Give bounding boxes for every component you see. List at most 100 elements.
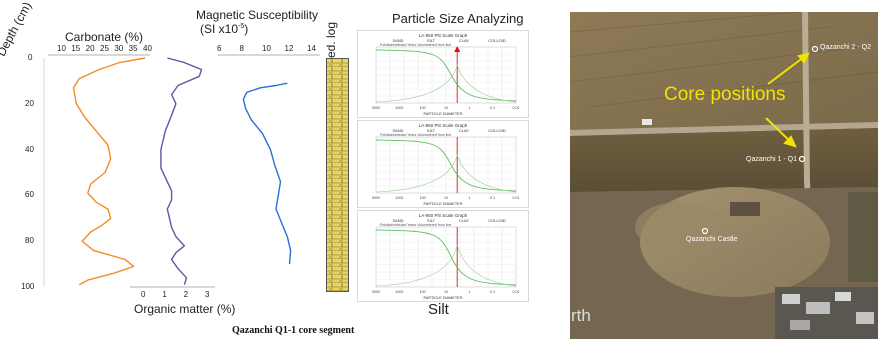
psd-x-tick: 0.01: [513, 196, 520, 200]
carbonate-tick-label: 30: [114, 44, 124, 53]
carbonate-tick-label: 40: [143, 44, 152, 53]
q1-marker: [798, 155, 806, 163]
organic-matter-tick-label: 0: [141, 290, 146, 299]
psd-x-tick: 100: [420, 290, 426, 294]
psd-series-label: Polidisdistributed Years Volumetered fro…: [380, 133, 451, 137]
psd-x-tick: 5000: [372, 290, 380, 294]
psd-class-label: SAND: [392, 218, 403, 223]
psd-x-tick: 5000: [372, 106, 380, 110]
psd-class-label: COLLOID: [488, 218, 506, 223]
psd-x-tick: 0.1: [490, 106, 495, 110]
psd-x-tick: 1: [468, 290, 470, 294]
psa-title: Particle Size Analyzing: [392, 11, 524, 26]
psd-x-tick: 1000: [395, 196, 403, 200]
psd-x-tick: 100: [420, 106, 426, 110]
psd-x-tick: 0.01: [513, 106, 520, 110]
ms-units-text: (SI x10: [200, 22, 239, 36]
q1-label: Qazanchi 1 - Q1: [746, 156, 797, 163]
psd-x-tick: 0.01: [513, 290, 520, 294]
psd-class-label: CLAY: [459, 218, 469, 223]
arrow-head-q2: [797, 52, 810, 64]
depth-tick-label: 100: [21, 282, 35, 291]
psd-x-tick: 1: [468, 196, 470, 200]
ms-units-close: ): [244, 22, 249, 36]
psd-graph-title: LA-950 Phi Scale Graph: [419, 123, 468, 128]
farm-building: [642, 119, 652, 125]
psd-graph-3: LA-950 Phi Scale Graph SAND SILT CLAY COLLOI…: [357, 210, 529, 302]
psd-x-axis-title: PARTICLE DIAMETER: [424, 202, 463, 206]
ms-axis-title: Magnetic Susceptibility: [196, 8, 319, 22]
ms-units-exponent: -5: [238, 23, 245, 30]
satellite-image: Core positions Qazanchi 2 - Q2 Qazanchi …: [570, 12, 878, 339]
psd-x-tick: 10: [444, 196, 448, 200]
excavation-trench: [730, 202, 760, 216]
psd-x-tick: 1000: [395, 106, 403, 110]
psd-graph-3-plot: LA-950 Phi Scale Graph SAND SILT CLAY COLLOI…: [372, 213, 520, 300]
core-positions-annotation: Core positions: [664, 84, 786, 105]
north-field: [570, 12, 878, 132]
psd-graph-2-plot: LA-950 Phi Scale Graph SAND SILT CLAY COLLOI…: [372, 123, 520, 206]
psd-frequency-curve: [375, 63, 517, 103]
psd-cumulative-curve: [375, 229, 517, 286]
core-figure: Depth (cm) Carbonate (%) 10 15 20 25 30 35 40 …: [0, 0, 529, 336]
psd-graph-title: LA-950 Phi Scale Graph: [419, 213, 468, 218]
psd-class-label: SILT: [427, 128, 436, 133]
ms-curve: [242, 82, 292, 265]
psd-x-tick: 1: [468, 106, 470, 110]
settlement: [775, 287, 878, 339]
ms-tick-label: 8: [239, 44, 244, 53]
east-strip: [848, 192, 878, 282]
curve-layer: [72, 57, 292, 286]
psd-graph-1-plot: LA-950 Phi Scale Graph SAND SILT CLAY COLLOI…: [372, 33, 520, 116]
map-watermark: rth: [571, 306, 591, 325]
ms-axis-units: (SI x10-5): [200, 22, 248, 36]
psd-class-label: SAND: [392, 128, 403, 133]
psd-x-tick: 1000: [395, 290, 403, 294]
ms-tick-label: 12: [284, 44, 294, 53]
core-curves-plot: [43, 54, 320, 288]
psd-x-tick: 0.1: [490, 196, 495, 200]
psd-class-label: SAND: [392, 38, 403, 43]
q2-marker: [811, 45, 819, 53]
carbonate-tick-label: 20: [85, 44, 95, 53]
psd-series-label: Polidisdistributed Years Volumetered fro…: [380, 223, 451, 227]
psd-class-label: SILT: [427, 218, 436, 223]
psd-x-axis-title: PARTICLE DIAMETER: [424, 112, 463, 116]
arrow-head-q1: [783, 135, 797, 148]
ms-tick-label: 14: [307, 44, 316, 53]
organic-matter-tick-label: 1: [162, 290, 167, 299]
psd-graph-title: LA-950 Phi Scale Graph: [419, 33, 468, 38]
psd-x-tick: 0.1: [490, 290, 495, 294]
organic-matter-tick-label: 2: [183, 290, 189, 299]
mound-shadow: [635, 202, 725, 252]
annotation-arrows: [765, 52, 810, 148]
depth-tick-label: 80: [25, 236, 34, 246]
figure-caption: Qazanchi Q1-1 core segment: [232, 325, 355, 336]
castle-marker: [701, 227, 709, 235]
depth-tick-label: 20: [25, 98, 34, 108]
psd-marker-arrow: [454, 46, 461, 52]
middle-field: [570, 128, 878, 192]
carbonate-tick-label: 15: [71, 44, 81, 53]
road-horizontal: [570, 122, 878, 136]
psd-graph-1: LA-950 Phi Scale Graph SAND SILT CLAY COLLOI…: [357, 30, 529, 118]
psd-class-label: SILT: [427, 38, 436, 43]
organic-matter-tick-label: 3: [205, 290, 210, 299]
psd-class-label: COLLOID: [488, 38, 506, 43]
sed-log-column: [326, 58, 349, 292]
psd-x-axis-title: PARTICLE DIAMETER: [424, 296, 463, 300]
psd-x-tick: 5000: [372, 196, 380, 200]
psd-x-tick: 10: [444, 106, 448, 110]
psd-series-label: Polidisdistributed Years Volumetered fro…: [380, 43, 451, 47]
depth-tick-label: 40: [25, 144, 34, 154]
psa-footer-label: Silt: [428, 301, 449, 318]
depth-tick-label: 60: [25, 190, 34, 200]
psd-x-tick: 10: [444, 290, 448, 294]
depth-tick-label: 0: [28, 53, 33, 62]
organic-matter-axis-title: Organic matter (%): [134, 302, 236, 316]
carbonate-tick-label: 10: [57, 44, 66, 53]
psd-class-label: CLAY: [459, 38, 469, 43]
sed-log-pattern: [327, 59, 348, 291]
psd-class-label: COLLOID: [488, 128, 506, 133]
sed-log-fill: [327, 59, 348, 291]
